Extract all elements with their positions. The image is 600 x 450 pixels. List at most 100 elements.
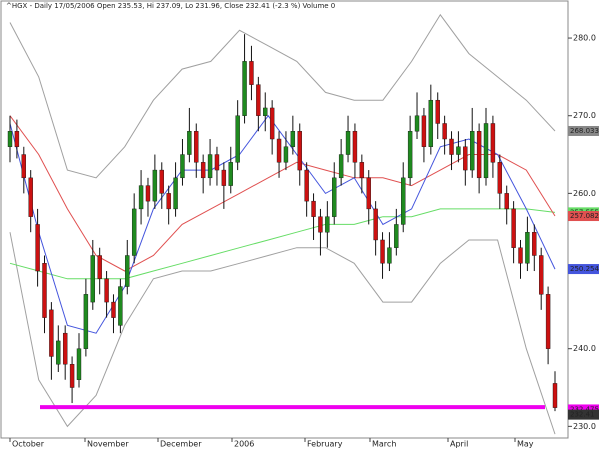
- value-box: [568, 409, 599, 420]
- candle-body: [173, 177, 178, 210]
- candle-body: [325, 216, 330, 233]
- candle-body: [345, 131, 351, 155]
- candle-body: [90, 255, 95, 303]
- candle-body: [235, 115, 240, 163]
- indicator-line: [9, 114, 556, 334]
- candle-body: [380, 239, 385, 264]
- candle-body: [518, 247, 523, 264]
- y-tick-label: 260.0: [573, 189, 596, 198]
- candle-body: [214, 154, 220, 171]
- candle-body: [221, 169, 227, 186]
- x-tick-label: October: [12, 440, 45, 449]
- candle-body: [56, 340, 61, 365]
- candle-body: [373, 208, 378, 241]
- x-tick-label: 2006: [234, 440, 254, 449]
- candle-body: [49, 309, 54, 357]
- candle-body: [228, 162, 233, 186]
- y-tick-label: 280.0: [573, 34, 596, 43]
- x-tick-label: April: [450, 440, 468, 449]
- candle-body: [152, 169, 158, 202]
- candle-body: [456, 146, 461, 155]
- candle-body: [104, 278, 109, 303]
- candle-body: [42, 263, 47, 318]
- candle-body: [539, 255, 544, 295]
- value-label: 250.254: [570, 265, 599, 273]
- value-label: 257.082: [570, 212, 599, 220]
- candle-body: [83, 294, 89, 349]
- value-box: [568, 125, 599, 136]
- value-box: [568, 264, 599, 275]
- candle-body: [421, 115, 427, 147]
- chart-title: ^HGX - Daily 17/05/2006 Open 235.53, Hi …: [6, 2, 335, 10]
- indicator-line: [9, 13, 556, 179]
- value-label: 232.475: [570, 405, 599, 413]
- candle-body: [304, 169, 309, 202]
- candle-body: [76, 348, 82, 380]
- candle-body: [125, 255, 130, 287]
- candle-body: [435, 99, 440, 124]
- candle-body: [269, 107, 275, 140]
- candle-body: [297, 131, 302, 171]
- candle-body: [69, 364, 75, 388]
- candle-body: [187, 131, 192, 155]
- candle-body: [256, 84, 261, 116]
- candle-body: [138, 185, 144, 210]
- value-label: 268.033: [570, 127, 599, 135]
- candle-body: [242, 61, 247, 116]
- candle-body: [62, 332, 68, 365]
- candle-body: [14, 131, 20, 147]
- x-tick-label: February: [307, 440, 343, 449]
- candle-body: [552, 383, 558, 408]
- candle-body: [207, 154, 213, 179]
- value-box: [568, 404, 599, 415]
- candle-body: [525, 232, 530, 264]
- candle-body: [180, 154, 185, 179]
- candle-body: [7, 131, 13, 147]
- candle-body: [131, 208, 137, 256]
- x-tick-label: May: [517, 440, 534, 449]
- y-tick-label: 270.0: [573, 111, 596, 120]
- candle-body: [276, 138, 282, 163]
- candle-body: [332, 177, 337, 217]
- value-box: [568, 211, 599, 222]
- candle-body: [290, 131, 296, 147]
- candle-body: [511, 208, 516, 248]
- candle-body: [249, 61, 254, 85]
- candle-body: [387, 247, 392, 264]
- candle-body: [166, 193, 171, 210]
- candle-body: [532, 232, 537, 256]
- plot-frame: [0, 0, 569, 439]
- candle-body: [97, 255, 102, 279]
- candle-body: [283, 146, 289, 163]
- candle-body: [483, 123, 489, 179]
- candle-body: [28, 177, 33, 217]
- candle-body: [263, 107, 268, 116]
- candle-body: [470, 131, 475, 171]
- indicator-line: [9, 232, 556, 435]
- candle-body: [359, 162, 365, 179]
- x-tick-label: November: [87, 440, 129, 449]
- candle-body: [414, 115, 420, 132]
- candle-body: [442, 123, 447, 140]
- candle-body: [476, 131, 482, 179]
- candle-body: [35, 224, 40, 272]
- y-tick-label: 230.0: [573, 422, 596, 431]
- value-label: 232.41: [570, 411, 595, 419]
- candle-body: [118, 286, 123, 326]
- candle-body: [497, 162, 503, 194]
- candle-body: [145, 185, 151, 202]
- candle-body: [21, 154, 26, 179]
- candle-body: [545, 294, 551, 349]
- x-tick-label: December: [160, 440, 202, 449]
- candle-body: [352, 131, 358, 163]
- candle-body: [111, 301, 116, 318]
- candle-body: [194, 131, 199, 163]
- candle-body: [504, 193, 509, 210]
- candle-body: [366, 177, 371, 210]
- candle-body: [200, 162, 206, 179]
- candle-body: [159, 169, 164, 194]
- candle-body: [394, 224, 399, 248]
- candle-body: [338, 154, 344, 179]
- y-tick-label: 240.0: [573, 344, 596, 353]
